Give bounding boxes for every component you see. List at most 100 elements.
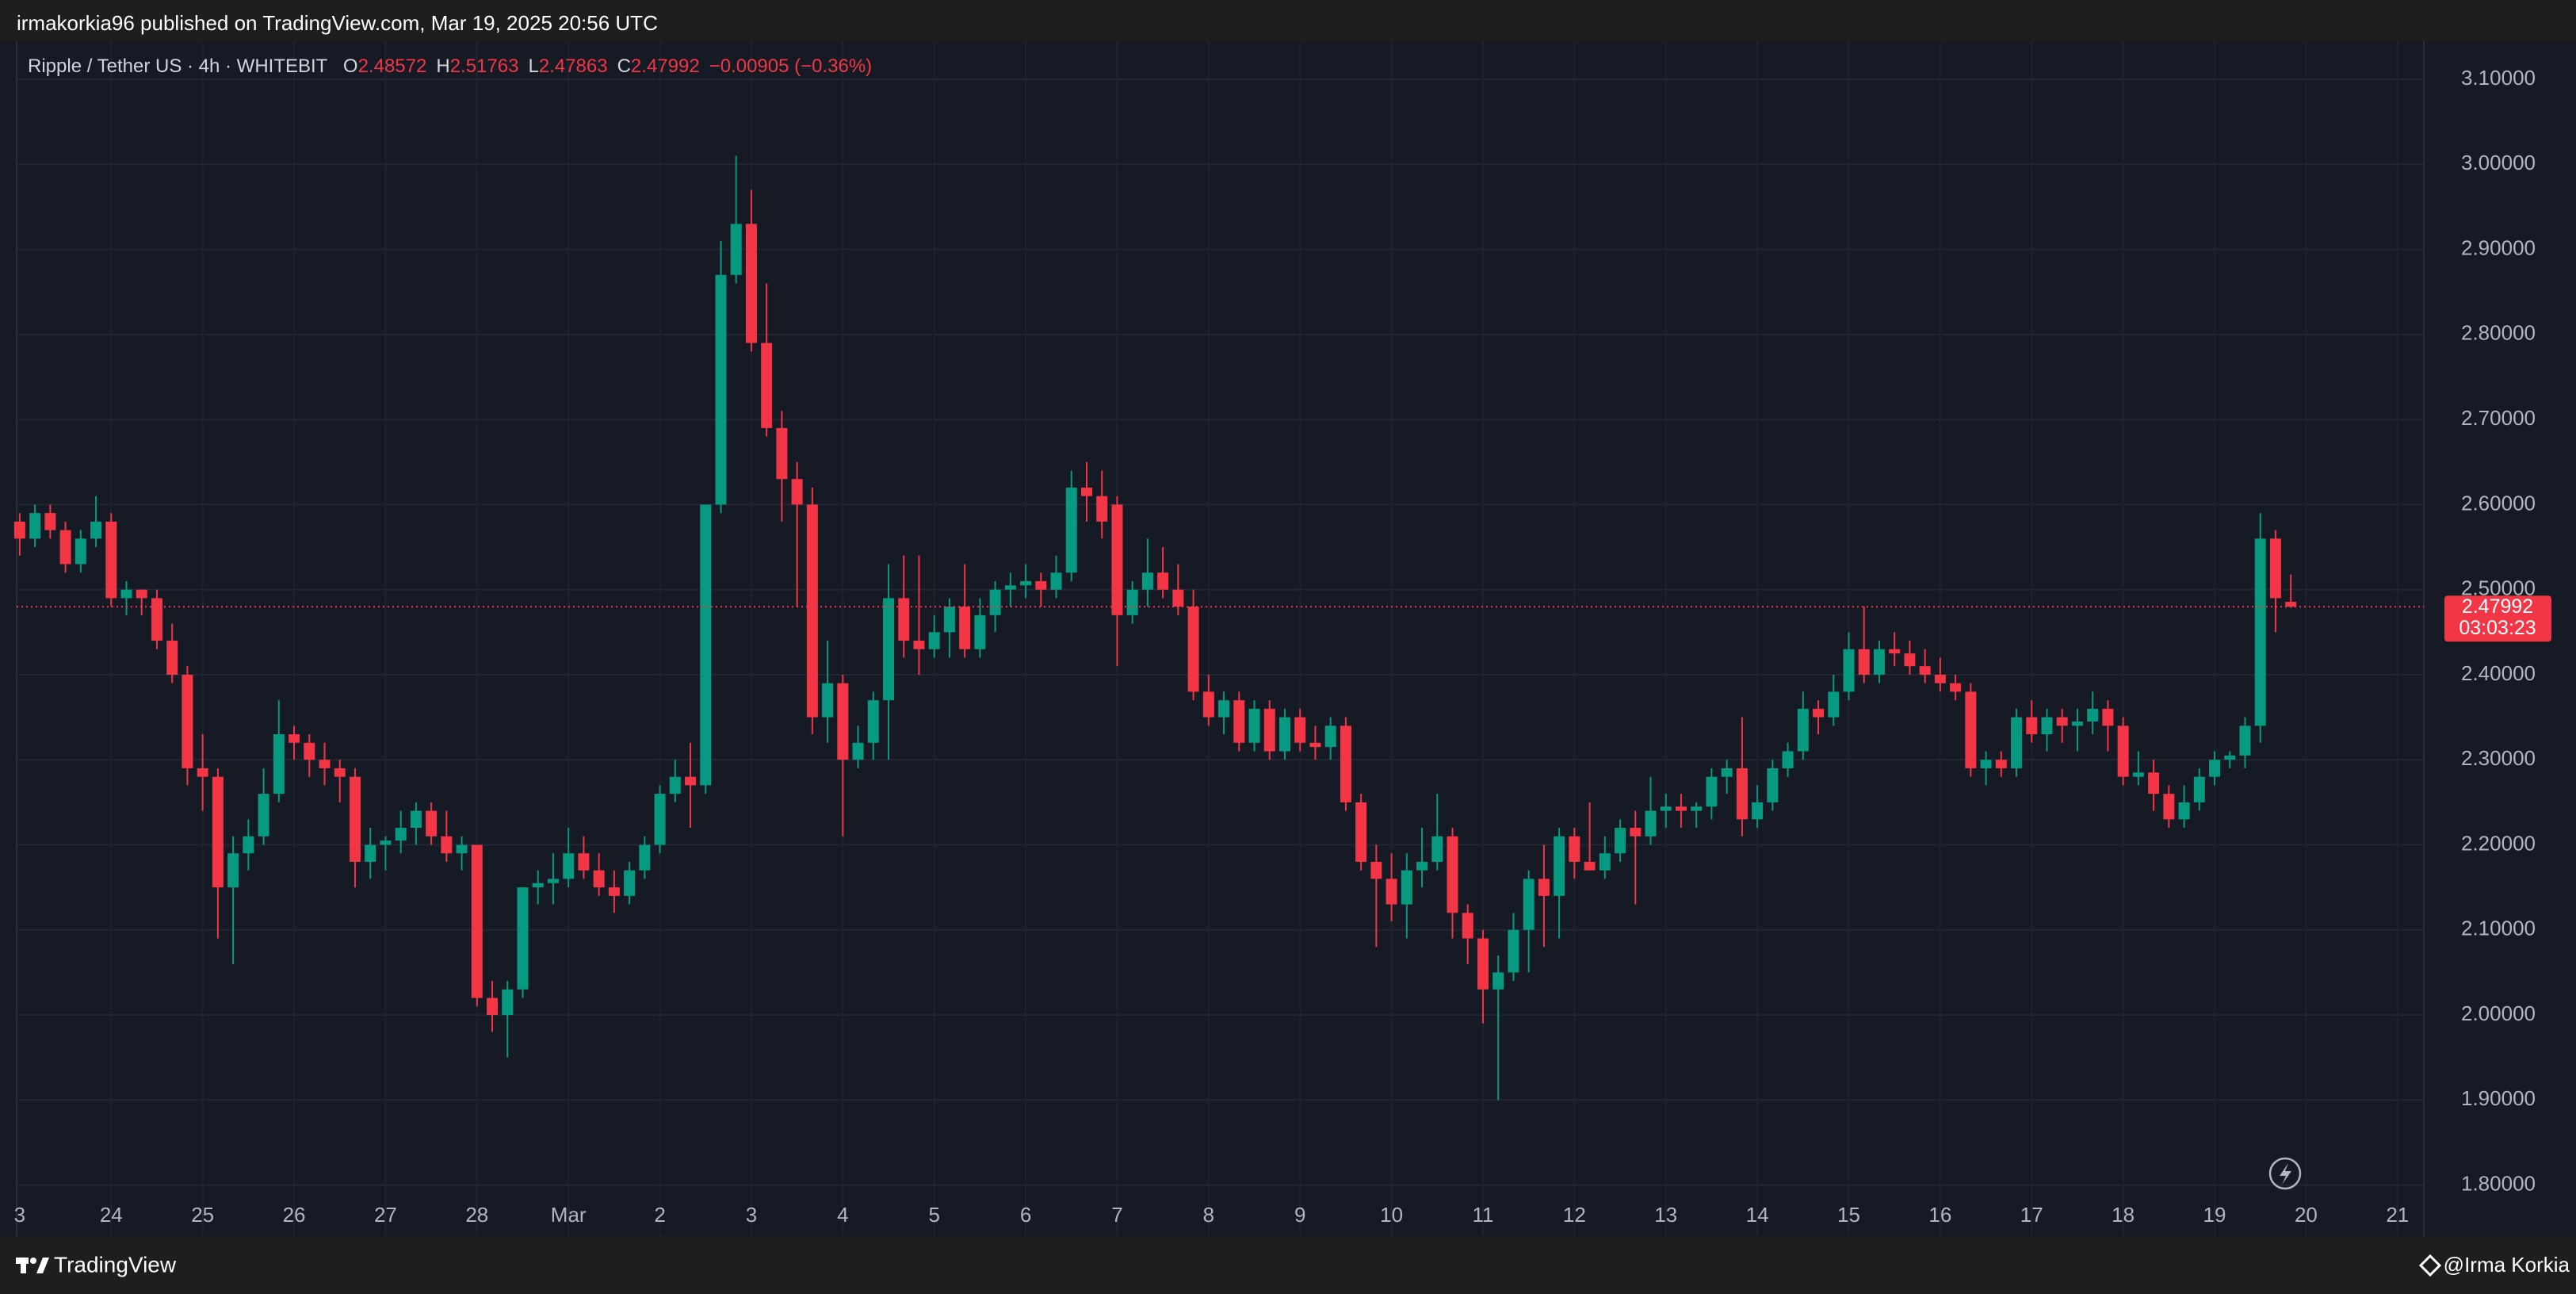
candle-body [1141, 572, 1153, 590]
candle-body [1660, 806, 1672, 811]
candle-body [624, 870, 636, 896]
y-tick-label: 2.10000 [2461, 917, 2536, 940]
candle-body [1035, 580, 1047, 590]
candle-body [913, 641, 925, 649]
candle-body [1965, 691, 1977, 768]
footer-bar [0, 1236, 2576, 1294]
published-note: irmakorkia96 published on TradingView.co… [17, 11, 658, 35]
y-tick-label: 2.70000 [2461, 406, 2536, 430]
candle-body [304, 742, 315, 760]
candle-body [1401, 870, 1412, 905]
candle-body [13, 521, 25, 539]
candle-body [1873, 649, 1885, 675]
legend-close: 2.47992 [631, 56, 700, 77]
candle-body [426, 810, 438, 837]
candle-body [2178, 802, 2190, 820]
y-tick-label: 2.30000 [2461, 746, 2536, 770]
candle-body [395, 828, 407, 841]
candle-body [502, 989, 514, 1016]
candle-body [2269, 538, 2281, 599]
candle-body [1843, 649, 1855, 692]
candle-body [1508, 929, 1519, 973]
candle-body [1065, 487, 1077, 573]
candle-body [1934, 674, 1946, 683]
candle-body [1477, 938, 1489, 990]
candle-body [730, 224, 742, 275]
candle-body [1995, 760, 2007, 768]
candle-body [517, 887, 529, 990]
x-tick-label: 9 [1294, 1203, 1305, 1227]
candle-body [120, 589, 132, 599]
candle-body [578, 853, 590, 871]
lightning-icon[interactable] [2268, 1157, 2302, 1190]
candle-body [685, 776, 697, 786]
candle-body [2132, 772, 2144, 777]
y-tick-label: 2.40000 [2461, 661, 2536, 685]
x-tick-label: 2 [654, 1203, 665, 1227]
candle-body [928, 632, 940, 649]
candle-body [852, 742, 864, 760]
candle-body [90, 521, 102, 539]
candle-body [1081, 487, 1092, 496]
x-tick-label: 10 [1380, 1203, 1403, 1227]
y-tick-label: 2.20000 [2461, 831, 2536, 855]
candle-body [349, 776, 361, 862]
candle-body [639, 844, 651, 871]
candle-body [2148, 772, 2160, 794]
candle-body [44, 513, 56, 530]
x-tick-label: 14 [1746, 1203, 1769, 1227]
candle-body [806, 504, 818, 718]
x-tick-label: 18 [2112, 1203, 2135, 1227]
candle-body [151, 598, 162, 641]
candle-body [2239, 725, 2251, 756]
candle-body [441, 836, 453, 854]
x-tick-label: 11 [1472, 1203, 1493, 1227]
brand: TradingView [54, 1252, 177, 1277]
candle-body [791, 479, 803, 505]
candle-body [1950, 683, 1962, 692]
legend-open: 2.48572 [358, 56, 427, 77]
x-tick-label: 15 [1837, 1203, 1860, 1227]
candle-body [1492, 972, 1504, 990]
candle-body [2254, 538, 2266, 726]
candle-body [59, 530, 71, 565]
candle-body [1111, 504, 1123, 615]
price-tag-value: 2.47992 [2462, 595, 2533, 618]
candle-body [608, 887, 620, 896]
y-tick-label: 1.80000 [2461, 1172, 2536, 1196]
candle-body [2209, 760, 2221, 777]
candle-body [166, 641, 178, 675]
price-tag-countdown: 03:03:23 [2459, 617, 2536, 639]
candle-body [1462, 913, 1473, 939]
candle-body [1797, 708, 1809, 752]
candle-body [289, 734, 300, 743]
candles [13, 155, 2424, 1101]
candle-body [1919, 666, 1931, 675]
candle-body [1782, 751, 1794, 768]
candle-body [1889, 649, 1901, 654]
y-tick-label: 3.10000 [2461, 66, 2536, 90]
candle-body [227, 853, 239, 888]
candle-body [654, 794, 666, 845]
candle-body [1980, 760, 1992, 768]
candle-body [867, 700, 879, 743]
candle-body [700, 504, 712, 786]
candle-body [2011, 717, 2023, 768]
legend-low: 2.47863 [539, 56, 608, 77]
candle-body [1202, 691, 1214, 718]
candle-body [563, 853, 575, 879]
x-tick-label: 27 [374, 1203, 397, 1227]
candle-body [2163, 794, 2175, 820]
header-bar [0, 0, 2576, 41]
candle-body [1020, 580, 1032, 586]
candle-body [1675, 806, 1687, 811]
x-tick-label: 28 [465, 1203, 488, 1227]
x-tick-label: 3 [746, 1203, 757, 1227]
candle-body [1126, 589, 1138, 615]
y-tick-label: 2.90000 [2461, 235, 2536, 259]
candle-body [2224, 755, 2236, 760]
x-tick-label: 12 [1563, 1203, 1586, 1227]
candle-body [898, 598, 910, 641]
candle-body [1767, 768, 1779, 802]
